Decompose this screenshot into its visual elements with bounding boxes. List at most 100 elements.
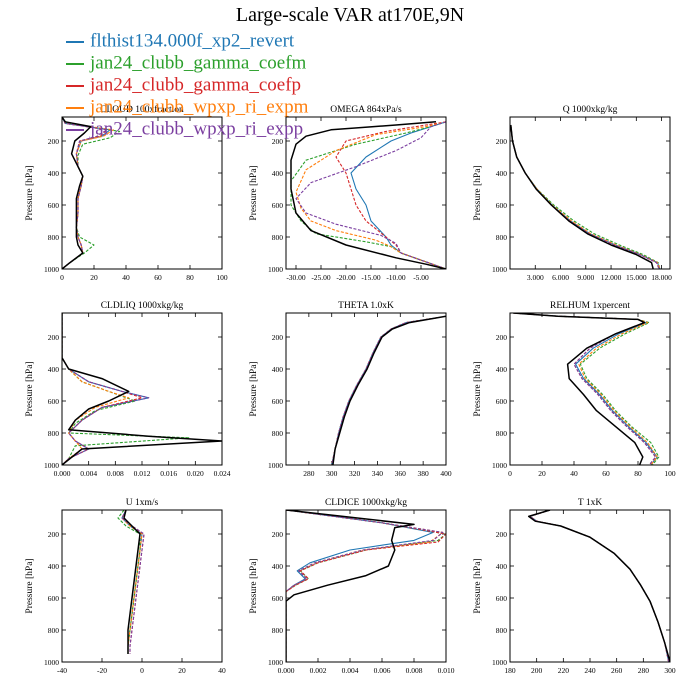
x-tick-label: 40 xyxy=(122,273,130,282)
panel-title: OMEGA 864xPa/s xyxy=(330,105,402,115)
y-tick-label: 800 xyxy=(496,626,508,635)
y-tick-label: 400 xyxy=(496,169,508,178)
x-tick-label: 0 xyxy=(140,666,144,675)
series-line xyxy=(290,121,446,269)
legend-label: jan24_clubb_gamma_coefm xyxy=(90,52,307,74)
x-tick-label: 380 xyxy=(418,469,430,478)
series-line xyxy=(62,313,150,465)
x-tick-label: -20 xyxy=(97,666,107,675)
x-tick-label: -40 xyxy=(57,666,67,675)
series-line xyxy=(286,510,444,662)
x-tick-label: 320 xyxy=(349,469,361,478)
y-tick-label: 1000 xyxy=(268,658,283,667)
control-line xyxy=(513,313,646,465)
y-axis-label: Pressure [hPa] xyxy=(473,165,483,220)
y-axis-label: Pressure [hPa] xyxy=(25,361,35,416)
y-tick-label: 800 xyxy=(48,626,60,635)
series-line xyxy=(335,121,446,269)
chart-panel: OMEGA 864xPa/s Pressure [hPa] -30.00 -25.00… xyxy=(249,105,447,282)
x-tick-label: 280 xyxy=(638,666,650,675)
y-tick-label: 600 xyxy=(48,201,60,210)
series-line xyxy=(286,510,446,662)
x-tick-label: 100 xyxy=(664,469,676,478)
y-tick-label: 1000 xyxy=(268,265,283,274)
x-tick-label: 40 xyxy=(570,469,578,478)
series-line xyxy=(529,510,670,662)
panel-title: THETA 1.0xK xyxy=(338,301,394,311)
x-tick-label: 80 xyxy=(186,273,194,282)
series-line xyxy=(510,124,660,269)
chart-panel: CLDLIQ 1000xkg/kg Pressure [hPa] 0.000 0.00… xyxy=(25,301,231,478)
y-tick-label: 600 xyxy=(496,397,508,406)
y-tick-label: 200 xyxy=(272,333,284,342)
legend-swatch xyxy=(66,84,84,87)
legend-label: flthist134.000f_xp2_revert xyxy=(90,30,295,52)
y-tick-label: 400 xyxy=(48,365,60,374)
panel-frame xyxy=(61,116,223,270)
legend-swatch xyxy=(66,128,84,131)
y-tick-label: 1000 xyxy=(492,658,507,667)
x-tick-label: 9.000 xyxy=(577,273,594,282)
panel-frame xyxy=(509,509,671,663)
control-line xyxy=(62,117,92,269)
series-line xyxy=(529,510,670,662)
x-tick-label: 220 xyxy=(558,666,570,675)
y-tick-label: 200 xyxy=(48,137,60,146)
y-tick-label: 600 xyxy=(272,594,284,603)
series-line xyxy=(121,510,145,654)
legend-label: jan24_clubb_wpxp_ri_expm xyxy=(90,96,309,118)
chart-panel: CLOUD 100xfraction Pressure [hPa] 0 20 40 60 8… xyxy=(25,104,228,282)
figure-title: Large-scale VAR at170E,9N xyxy=(235,4,465,26)
y-axis-label: Pressure [hPa] xyxy=(249,558,259,613)
control-line xyxy=(286,510,415,662)
panel-title: T 1xK xyxy=(578,498,603,508)
chart-panel: T 1xK Pressure [hPa] 180 200 220 240 260 280 300… xyxy=(473,498,676,675)
x-tick-label: 80 xyxy=(634,469,642,478)
y-tick-label: 800 xyxy=(496,429,508,438)
y-tick-label: 200 xyxy=(272,137,284,146)
x-tick-label: 260 xyxy=(611,666,623,675)
panel-frame xyxy=(61,509,223,663)
x-tick-label: -30.00 xyxy=(286,273,306,282)
y-tick-label: 1000 xyxy=(44,658,59,667)
y-tick-label: 400 xyxy=(48,169,60,178)
y-axis-label: Pressure [hPa] xyxy=(25,165,35,220)
x-tick-label: 360 xyxy=(395,469,407,478)
y-tick-label: 800 xyxy=(48,233,60,242)
chart-panel: U 1xm/s Pressure [hPa] -40 -20 0 20 40 200 400 60… xyxy=(25,498,226,675)
x-tick-label: -25.00 xyxy=(311,273,331,282)
series-line xyxy=(513,313,660,465)
series-line xyxy=(295,121,446,269)
legend-label: jan24_clubb_wpxp_ri_expp xyxy=(90,118,304,140)
series-line xyxy=(62,313,150,465)
y-tick-label: 600 xyxy=(272,397,284,406)
legend-entry: jan24_clubb_gamma_coefm xyxy=(66,52,308,74)
panel-title: U 1xm/s xyxy=(126,498,159,508)
panel-frame xyxy=(509,312,671,466)
x-tick-label: 180 xyxy=(504,666,516,675)
y-tick-label: 600 xyxy=(496,594,508,603)
series-line xyxy=(513,313,658,465)
y-tick-label: 400 xyxy=(48,562,60,571)
x-tick-label: 0 xyxy=(60,273,64,282)
series-line xyxy=(331,317,437,465)
y-axis-label: Pressure [hPa] xyxy=(473,361,483,416)
x-tick-label: 60 xyxy=(602,469,610,478)
y-tick-label: 200 xyxy=(496,333,508,342)
chart-panel: CLDICE 1000xkg/kg Pressure [hPa] 0.000 0.00… xyxy=(249,498,455,675)
x-tick-label: 0 xyxy=(508,469,512,478)
y-tick-label: 800 xyxy=(272,626,284,635)
y-tick-label: 600 xyxy=(48,397,60,406)
y-tick-label: 200 xyxy=(496,530,508,539)
series-line xyxy=(331,317,437,465)
legend: flthist134.000f_xp2_revert jan24_clubb_ga… xyxy=(66,30,308,140)
panel-title: Q 1000xkg/kg xyxy=(563,105,618,115)
x-tick-label: 0.006 xyxy=(374,666,391,675)
y-tick-label: 400 xyxy=(496,365,508,374)
series-line xyxy=(510,124,660,269)
x-tick-label: 12.000 xyxy=(601,273,622,282)
legend-swatch xyxy=(66,62,84,65)
x-tick-label: 20 xyxy=(538,469,546,478)
y-tick-label: 1000 xyxy=(44,265,59,274)
